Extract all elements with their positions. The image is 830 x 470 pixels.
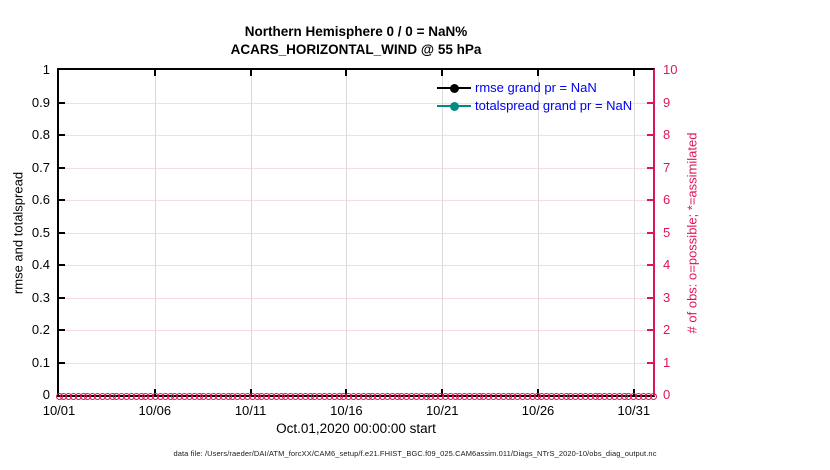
legend-label-rmse: rmse grand pr = NaN <box>475 80 597 95</box>
x-tick-label: 10/21 <box>425 403 459 418</box>
v-gridline <box>346 70 348 395</box>
x-tick-label: 10/26 <box>521 403 555 418</box>
y-left-tick-label: 0.2 <box>31 322 50 337</box>
right-axis-tick <box>647 134 653 136</box>
obs-count-marker <box>649 392 657 400</box>
legend-label-totalspread: totalspread grand pr = NaN <box>475 98 633 113</box>
chart-subtitle: ACARS_HORIZONTAL_WIND @ 55 hPa <box>230 42 482 57</box>
y-right-tick-label: 4 <box>663 257 671 272</box>
left-axis-tick <box>59 134 65 136</box>
top-axis-tick <box>537 70 540 76</box>
y-left-tick-label: 1 <box>42 62 50 77</box>
y-right-tick-label: 6 <box>663 192 671 207</box>
bottom-axis-tick <box>441 389 444 395</box>
left-axis-tick <box>59 264 65 266</box>
y-right-tick-label: 5 <box>663 224 671 240</box>
y-right-tick-label: 7 <box>663 159 671 175</box>
y-right-tick-label: 2 <box>663 322 671 337</box>
right-axis-tick <box>647 264 653 266</box>
y-left-tick-label: 0 <box>42 387 50 402</box>
top-axis-tick <box>249 70 252 76</box>
data-file-path: data file: /Users/raeder/DAI/ATM_forcXX/… <box>173 449 657 458</box>
right-axis-tick <box>647 199 653 201</box>
y-right-tick-label: 1 <box>663 354 671 370</box>
y-right-tick-label: 8 <box>663 127 671 142</box>
top-axis-tick <box>153 70 156 76</box>
y-left-tick-label: 0.3 <box>31 289 50 305</box>
h-gridline <box>59 232 653 234</box>
x-tick-label: 10/16 <box>330 403 363 418</box>
left-axis-tick <box>59 166 65 169</box>
left-axis-tick <box>59 329 65 331</box>
y-left-tick-label: 0.5 <box>31 224 50 240</box>
h-gridline <box>59 200 653 201</box>
left-axis-tick <box>59 101 65 104</box>
v-gridline <box>154 70 156 395</box>
y-left-tick-label: 0.1 <box>31 354 50 370</box>
right-axis-tick <box>647 361 653 364</box>
bottom-axis-tick <box>153 389 156 395</box>
left-axis-tick <box>59 231 65 234</box>
right-axis-tick <box>647 166 653 169</box>
h-gridline <box>59 362 653 364</box>
x-tick-label: 10/31 <box>617 403 651 418</box>
bottom-axis-tick <box>537 389 540 395</box>
left-axis-tick <box>59 199 65 201</box>
y-left-tick-label: 0.4 <box>31 257 50 272</box>
h-gridline <box>59 330 653 331</box>
h-gridline <box>59 167 653 169</box>
y-right-tick-label: 10 <box>663 62 678 77</box>
x-tick-label: 10/01 <box>42 403 76 418</box>
v-gridline <box>633 70 635 395</box>
y-right-tick-label: 0 <box>663 387 671 402</box>
right-axis-tick <box>647 101 653 104</box>
h-gridline <box>59 135 653 136</box>
y-left-tick-label: 0.9 <box>31 94 50 110</box>
legend-marker-rmse <box>450 83 459 93</box>
h-gridline <box>59 265 653 266</box>
right-axis-tick <box>647 296 653 299</box>
left-axis-tick <box>59 361 65 364</box>
left-axis-tick <box>59 296 65 299</box>
y-left-tick-label: 0.7 <box>31 159 50 175</box>
top-axis-tick <box>345 70 348 76</box>
y-left-tick-label: 0.8 <box>31 127 50 142</box>
v-gridline <box>442 70 444 395</box>
bottom-axis-tick <box>345 389 348 395</box>
y-right-tick-label: 3 <box>663 289 671 305</box>
x-axis-label: Oct.01,2020 00:00:00 start <box>276 421 436 436</box>
top-axis-tick <box>441 70 444 76</box>
x-tick-label: 10/06 <box>138 403 172 418</box>
bottom-axis-tick <box>249 389 252 395</box>
y-left-tick-label: 0.6 <box>31 192 50 207</box>
v-gridline <box>538 70 540 395</box>
h-gridline <box>59 297 653 299</box>
right-axis-tick <box>647 231 653 234</box>
bottom-axis-tick <box>632 389 635 395</box>
v-gridline <box>250 70 252 395</box>
legend-marker-totalspread <box>450 101 459 111</box>
h-gridline <box>59 102 653 104</box>
right-axis-tick <box>647 329 653 331</box>
plot-area: rmse grand pr = NaN totalspread grand pr … <box>55 68 657 400</box>
y-right-tick-label: 9 <box>663 94 671 110</box>
top-axis-tick <box>632 70 635 76</box>
chart-title: Northern Hemisphere 0 / 0 = NaN% <box>244 24 468 39</box>
x-tick-label: 10/11 <box>234 403 267 418</box>
